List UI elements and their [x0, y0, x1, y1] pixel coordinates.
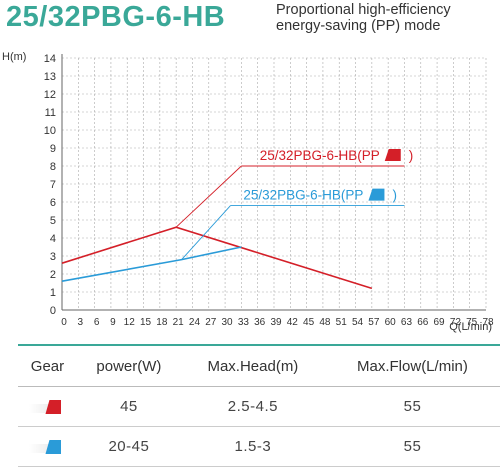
subtitle-line-2: energy-saving (PP) mode	[276, 18, 441, 34]
x-tick-label: 51	[336, 317, 348, 328]
y-tick-label: 1	[50, 287, 56, 299]
col-power: power(W)	[76, 344, 181, 387]
x-tick-label: 60	[385, 317, 397, 328]
y-tick-label: 12	[44, 89, 56, 101]
x-tick-label: 42	[287, 317, 299, 328]
gear-icon-main	[45, 440, 62, 455]
gear-cell	[18, 426, 77, 467]
legend-swatch	[368, 188, 385, 201]
y-tick-label: 13	[44, 71, 56, 83]
gear-icon-light	[29, 444, 50, 454]
x-tick-label: 24	[189, 317, 201, 328]
table-row: 45 2.5-4.5 55	[18, 386, 500, 427]
x-tick-label: 78	[482, 317, 494, 328]
col-max-flow: Max.Flow(L/min)	[324, 344, 500, 387]
callout-leader	[175, 165, 242, 228]
y-tick-label: 10	[44, 125, 56, 137]
x-tick-label: 0	[61, 317, 67, 328]
legend-label: 25/32PBG-6-HB(PP	[260, 148, 380, 163]
callout-leader	[181, 205, 231, 260]
x-tick-label: 3	[78, 317, 84, 328]
gear-icon	[29, 440, 65, 455]
x-tick-label: 57	[368, 317, 380, 328]
y-tick-label: 7	[50, 179, 56, 191]
page-title: 25/32PBG-6-HB	[6, 1, 226, 33]
subtitle-line-1: Proportional high-efficiency	[276, 2, 451, 18]
x-tick-label: 18	[156, 317, 168, 328]
y-tick-label: 11	[45, 107, 56, 119]
x-tick-label: 30	[222, 317, 234, 328]
x-tick-label: 12	[124, 317, 136, 328]
x-tick-label: 45	[303, 317, 315, 328]
table-header-row: Gear power(W) Max.Head(m) Max.Flow(L/min…	[18, 344, 500, 387]
x-tick-label: 54	[352, 317, 364, 328]
col-gear: Gear	[18, 344, 77, 387]
x-tick-label: 36	[254, 317, 266, 328]
page-subtitle: Proportional high-efficiency energy-savi…	[276, 2, 451, 34]
specs-table: Gear power(W) Max.Head(m) Max.Flow(L/min…	[18, 344, 500, 467]
table-row: 20-45 1.5-3 55	[18, 426, 500, 467]
chart-series: 25/32PBG-6-HB(PP) 25/32PBG-6-HB(PP)	[61, 148, 414, 290]
y-tick-label: 2	[50, 269, 56, 281]
x-tick-label: 63	[401, 317, 413, 328]
series-line	[61, 226, 373, 290]
chart-grid	[62, 57, 487, 310]
chart-axes	[61, 54, 486, 311]
series-line	[61, 246, 242, 282]
x-axis-label: Q(L/min)	[449, 321, 492, 333]
max-head-cell: 1.5-3	[180, 426, 325, 467]
y-tick-label: 5	[50, 215, 56, 227]
max-flow-cell: 55	[324, 426, 500, 467]
y-tick-label: 3	[50, 251, 56, 263]
x-tick-label: 75	[466, 317, 478, 328]
legend-suffix: )	[409, 148, 414, 163]
x-tick-label: 21	[173, 317, 185, 328]
power-cell: 45	[76, 386, 181, 427]
y-tick-label: 9	[50, 143, 56, 155]
power-cell: 20-45	[76, 426, 181, 467]
legend-swatch	[384, 149, 401, 161]
y-axis-label: H(m)	[2, 51, 26, 63]
y-tick-label: 4	[50, 233, 56, 245]
gear-cell	[18, 386, 77, 427]
x-tick-label: 9	[110, 317, 116, 328]
y-tick-label: 0	[50, 305, 56, 317]
x-tick-label: 72	[450, 317, 462, 328]
legend-suffix: )	[392, 188, 397, 203]
y-tick-label: 8	[50, 161, 56, 173]
x-tick-label: 27	[205, 317, 217, 328]
gear-icon	[29, 400, 65, 415]
x-tick-label: 69	[434, 317, 446, 328]
x-tick-label: 48	[319, 317, 331, 328]
gear-icon-main	[45, 400, 62, 415]
x-tick-label: 6	[94, 317, 100, 328]
max-flow-cell: 55	[324, 386, 500, 427]
x-tick-label: 33	[238, 317, 250, 328]
y-tick-label: 14	[44, 53, 56, 65]
x-tick-label: 15	[140, 317, 152, 328]
x-tick-label: 39	[270, 317, 282, 328]
gear-icon-light	[29, 404, 50, 414]
x-tick-labels: 0 3 6 9 12 15 18 21 24 27 30 33 36 39 42 45 48 51 54 57 60 63…	[61, 317, 494, 328]
max-head-cell: 2.5-4.5	[180, 386, 325, 427]
col-max-head: Max.Head(m)	[180, 344, 325, 387]
x-tick-label: 66	[417, 317, 429, 328]
y-tick-label: 6	[50, 197, 56, 209]
legend-label: 25/32PBG-6-HB(PP	[243, 188, 363, 203]
